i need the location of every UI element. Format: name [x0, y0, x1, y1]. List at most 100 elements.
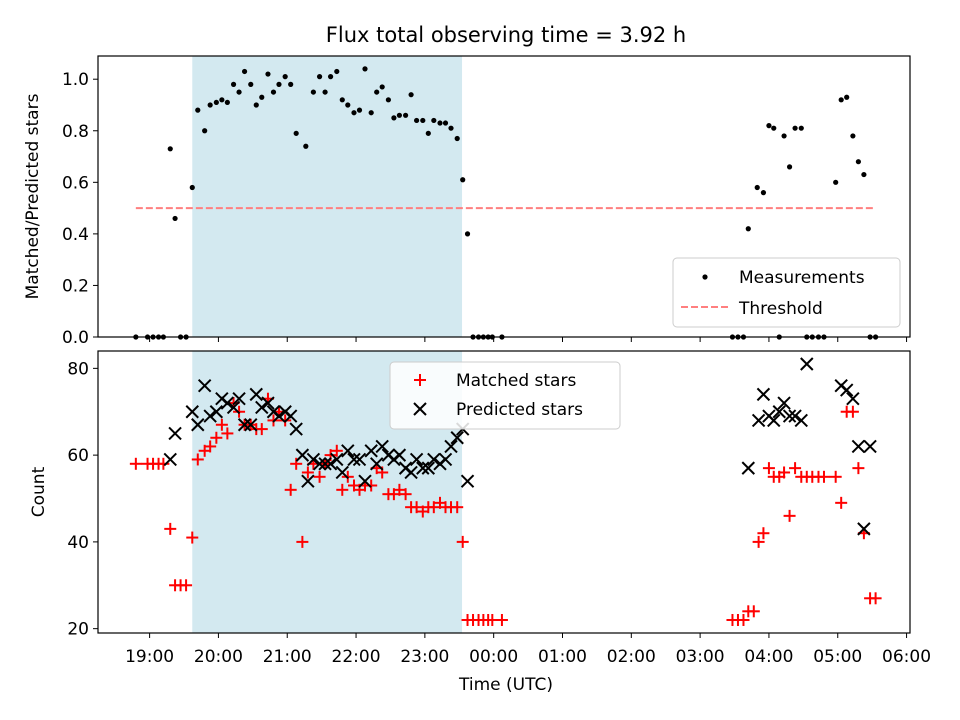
measurement-point	[189, 184, 195, 191]
bottom-x-tick-label: 01:00	[538, 647, 587, 667]
measurement-point	[351, 110, 357, 116]
predicted-star-point	[767, 413, 781, 428]
predicted-star-point	[352, 452, 367, 467]
matched-star-point	[296, 535, 309, 548]
bottom-x-tick-label: 20:00	[194, 647, 243, 667]
bottom-x-axis: 19:00 20:00 21:00 22:00 23:00 00:00 01:00 02:00…	[125, 633, 931, 667]
measurement-point	[442, 120, 449, 126]
predicted-star-point	[756, 387, 771, 402]
matched-star-point	[157, 457, 170, 470]
measurement-point	[270, 89, 277, 95]
measurement-point	[248, 81, 254, 87]
measurement-point	[316, 74, 323, 80]
predicted-star-point	[203, 409, 217, 423]
matched-star-point	[180, 579, 193, 592]
predicted-star-point	[244, 418, 258, 432]
measurement-point	[368, 110, 374, 116]
predicted-star-point	[416, 461, 430, 475]
predicted-star-point	[289, 422, 303, 436]
measurement-point	[402, 112, 409, 118]
matched-star-point	[186, 531, 199, 544]
top-y-tick-label: 0.6	[62, 173, 89, 193]
measurement-point	[431, 117, 437, 124]
measurement-point	[207, 102, 213, 108]
predicted-star-point	[788, 409, 802, 423]
predicted-star-point	[306, 452, 321, 467]
predicted-star-point	[232, 392, 246, 406]
measurement-point	[437, 120, 443, 126]
bottom-x-tick-label: 03:00	[676, 647, 725, 667]
measurement-point	[766, 123, 772, 129]
top-x-axis-ticks	[149, 337, 908, 342]
matched-star-point	[129, 457, 142, 470]
predicted-star-point	[318, 457, 332, 471]
predicted-star-point	[330, 452, 344, 467]
predicted-star-point	[185, 405, 199, 419]
predicted-star-point	[444, 439, 458, 454]
measurement-point	[379, 84, 385, 90]
bottom-x-tick-label: 06:00	[882, 647, 931, 667]
predicted-star-point	[272, 409, 286, 423]
legend-measurements-marker	[702, 274, 708, 280]
legend-matched-label: Matched stars	[456, 371, 576, 391]
matched-star-point	[210, 431, 223, 444]
predicted-star-point	[347, 452, 361, 467]
predicted-star-point	[220, 396, 235, 410]
measurement-point	[334, 68, 340, 75]
matched-star-point	[789, 462, 802, 475]
predicted-star-point	[782, 409, 797, 423]
bottom-x-tick-label: 04:00	[744, 647, 793, 667]
matched-star-point	[164, 522, 177, 535]
predicted-star-point	[450, 431, 464, 445]
matched-star-point	[313, 470, 326, 483]
measurement-point	[362, 66, 368, 72]
predicted-star-point	[857, 522, 871, 536]
measurement-point	[460, 177, 466, 183]
predicted-star-point	[392, 448, 407, 462]
predicted-star-point	[839, 383, 854, 397]
predicted-star-point	[341, 444, 355, 458]
matched-star-point	[778, 466, 791, 479]
predicted-star-point	[163, 452, 177, 467]
top-y-tick-label: 0.0	[62, 328, 89, 348]
matched-star-point	[817, 470, 830, 483]
measurement-point	[454, 135, 460, 142]
measurement-point	[282, 74, 288, 80]
top-panel-ratio-plot: 0.0 0.2 0.4 0.6 0.8 1.0 Matched/Predicted sta…	[23, 55, 911, 348]
predicted-star-point	[851, 439, 866, 454]
matched-star-point	[399, 488, 412, 501]
measurement-point	[230, 81, 237, 87]
measurement-point	[310, 89, 316, 95]
predicted-star-point	[772, 405, 786, 419]
matched-star-point	[410, 501, 423, 514]
matched-star-point	[301, 466, 314, 479]
measurement-point	[855, 159, 861, 165]
matched-star-point	[747, 605, 760, 618]
measurement-point	[265, 71, 271, 77]
bottom-x-tick-label: 00:00	[469, 647, 518, 667]
measurement-point	[408, 92, 414, 98]
top-y-tick-label: 0.2	[62, 276, 89, 296]
predicted-star-point	[358, 474, 372, 488]
measurement-point	[241, 68, 248, 75]
measurement-point	[172, 215, 178, 222]
measurement-point	[236, 89, 242, 95]
top-legend: Measurements Threshold	[672, 257, 901, 328]
predicted-star-point	[312, 457, 327, 471]
bottom-x-tick-label: 02:00	[607, 647, 656, 667]
matched-star-point	[783, 509, 796, 522]
measurement-point	[385, 97, 391, 103]
matched-star-point	[427, 501, 440, 514]
measurement-point	[356, 107, 363, 113]
measurement-point	[425, 130, 431, 136]
predicted-star-point	[261, 396, 275, 410]
measurement-point	[293, 130, 299, 136]
matched-star-point	[215, 418, 228, 431]
matched-star-point	[191, 453, 204, 466]
legend-measurements-label: Measurements	[739, 268, 865, 288]
top-y-tick-label: 0.4	[62, 225, 89, 245]
bottom-y-axis: 20 40 60 80	[67, 359, 98, 640]
top-y-tick-label: 1.0	[62, 70, 89, 90]
